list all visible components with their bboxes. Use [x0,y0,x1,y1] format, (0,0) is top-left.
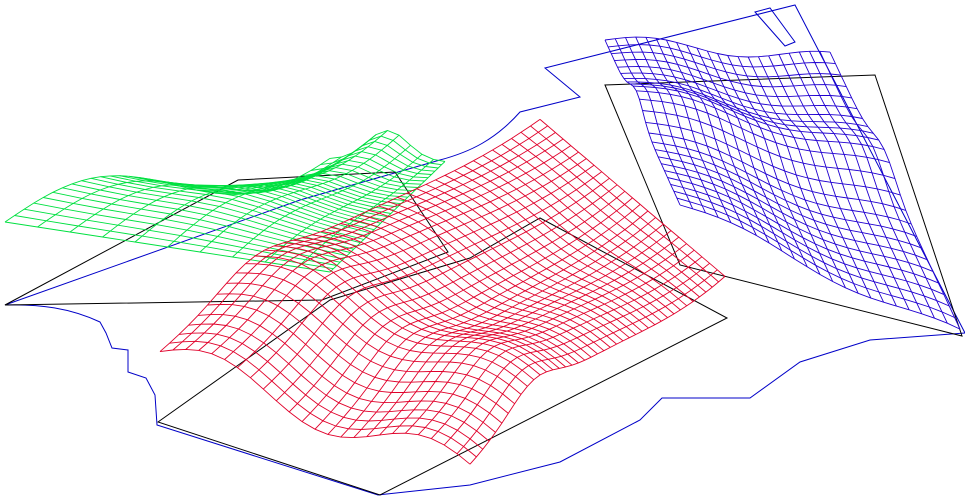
mesh-line [405,243,687,434]
mesh-line [626,81,868,128]
mesh-line [301,190,626,422]
mesh-line [366,223,664,438]
mesh-line [392,236,680,434]
mesh-line [237,158,587,368]
green-base [4,171,449,306]
mesh-line [611,51,841,78]
mesh-line [645,121,901,196]
mesh-line [654,149,917,237]
mesh-line [673,190,950,307]
blue-mesh [604,36,961,330]
blue-base [604,74,963,337]
mesh-line [661,163,928,261]
mesh-line [250,164,595,379]
meshes [4,36,961,465]
mesh-line [275,177,610,402]
mesh-line [633,85,879,141]
mesh-line [232,144,411,258]
mesh-line [329,161,446,273]
mesh-line [69,152,354,233]
mesh-line [288,184,618,413]
mesh-line [37,156,342,228]
mesh-line [379,230,672,436]
mesh-line [639,98,890,164]
mesh-line [629,83,874,134]
mesh-line [224,151,579,360]
mesh-line [417,249,695,436]
boundary-notch [754,7,796,47]
mesh-line [264,153,423,263]
mesh-line [676,197,955,318]
mesh-line [617,66,852,99]
mesh-line [604,36,831,58]
mesh-line [648,132,906,211]
mesh-line [262,171,602,390]
mesh-line [620,72,858,110]
mesh-line [670,183,944,295]
mesh-line [167,130,388,248]
mesh-line [198,138,564,351]
mesh-line [469,276,726,465]
mesh-line [199,134,400,253]
mesh-line [636,90,885,150]
mesh-line [102,143,365,238]
mesh-line [211,145,572,355]
mesh-line [353,217,656,438]
mesh-line [134,134,377,243]
mesh-line [642,110,896,180]
mesh-line [4,158,331,223]
mesh-line [679,204,961,330]
mesh-line [623,77,863,119]
mesh-line [608,44,836,68]
mesh-line [456,269,718,455]
mesh-line [614,59,847,88]
red-base [156,217,729,496]
mesh-line [159,119,541,352]
mesh-line [667,177,939,284]
mesh-line [664,170,934,272]
mesh-line [430,256,703,439]
mesh-line [327,204,641,435]
mesh-line [172,125,548,351]
site-boundary [4,4,965,496]
mesh-line [185,132,556,350]
mesh-line [658,156,923,249]
mesh-line [314,197,633,430]
red-mesh [159,119,726,465]
mesh-line [443,262,710,446]
mesh-line [651,141,912,225]
mesh-line [340,210,649,438]
